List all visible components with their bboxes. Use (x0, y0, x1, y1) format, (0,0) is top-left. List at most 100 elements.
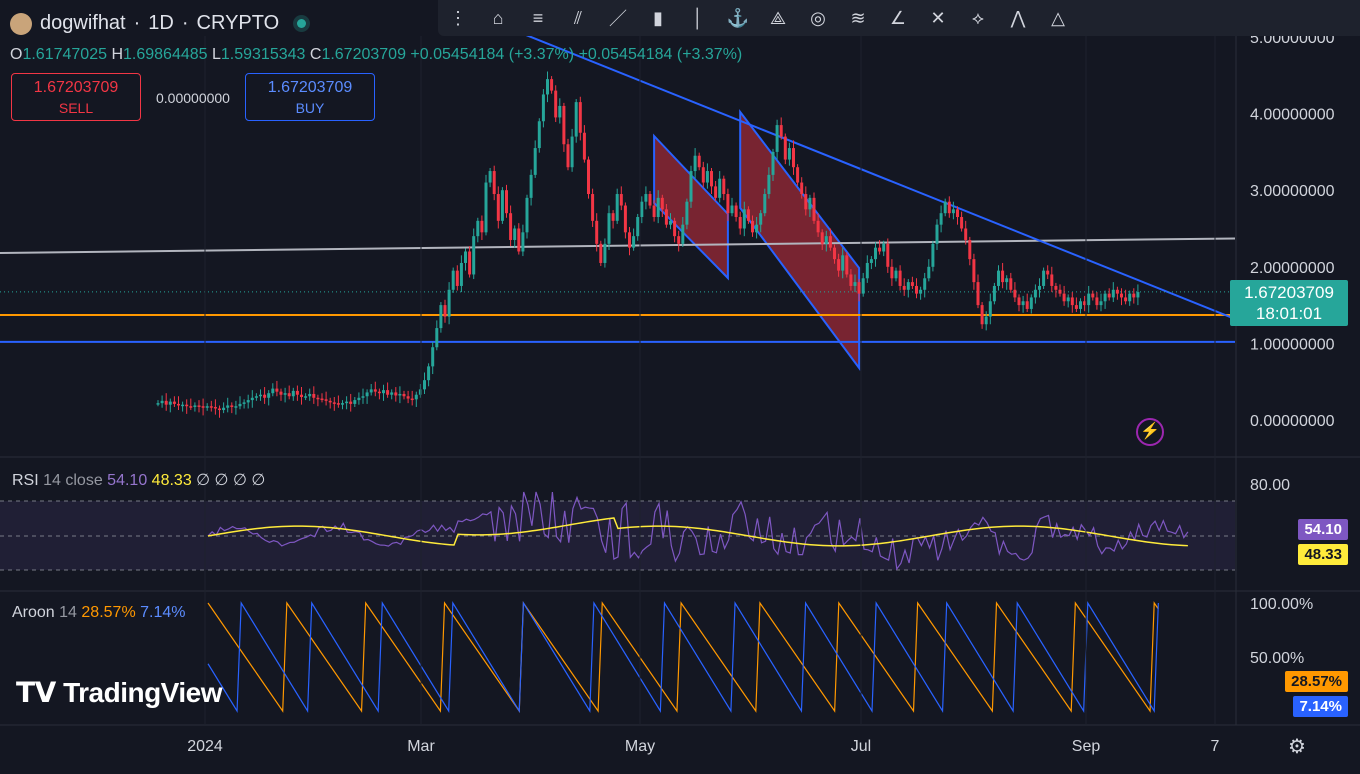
buy-button[interactable]: 1.67203709 BUY (245, 73, 375, 121)
candle (283, 393, 287, 395)
rsi-params: 14 close (43, 472, 103, 489)
x-tick-label: 2024 (187, 738, 223, 755)
candle (874, 247, 877, 260)
aroon-up-value: 28.57% (81, 604, 136, 621)
open-value: 1.61747025 (22, 46, 107, 63)
fib-fan-tool-icon[interactable]: ≋ (850, 7, 866, 28)
cross-line-tool-icon[interactable]: ✕ (930, 7, 946, 28)
candle (492, 171, 496, 195)
fib-circle-tool-icon[interactable]: ◎ (810, 7, 826, 28)
candle (382, 390, 385, 394)
pitchfork-tool-icon[interactable]: ⟁ (769, 7, 787, 28)
vertical-line-tool-icon[interactable]: │ (692, 7, 704, 28)
candle (1128, 293, 1132, 302)
candle (746, 209, 750, 221)
candle (894, 270, 898, 279)
candle (218, 408, 221, 411)
candle (582, 132, 586, 160)
current-price-label: 1.67203709 18:01:01 (1230, 280, 1348, 326)
candle (476, 220, 480, 237)
candle (992, 285, 996, 302)
trend-line-tool-icon[interactable]: ／ (609, 9, 627, 29)
candle (341, 403, 344, 405)
candle (1132, 293, 1136, 298)
candle (1042, 270, 1046, 286)
candle (312, 393, 316, 398)
candle (431, 347, 435, 367)
long-position-tool-icon[interactable]: ⌂ (492, 7, 504, 28)
candle (1025, 301, 1029, 309)
rsi-ma-value: 48.33 (151, 472, 192, 489)
parallel-channel-tool-icon[interactable]: ⫽ (573, 7, 583, 28)
candle (578, 102, 582, 133)
settings-gear-icon[interactable]: ⚙ (1288, 736, 1306, 758)
close-value: 1.67203709 (321, 46, 406, 63)
candle (1046, 270, 1050, 275)
candle (837, 259, 841, 271)
candle (816, 220, 820, 233)
candle (615, 194, 619, 221)
candle (459, 262, 463, 286)
trend-angle-tool-icon[interactable]: ∠ (889, 7, 907, 28)
candle (910, 282, 914, 286)
candle (308, 393, 312, 397)
candle (939, 213, 943, 225)
candle (726, 194, 730, 214)
candle (402, 393, 406, 397)
aroon-params: 14 (59, 604, 77, 621)
rsi-legend[interactable]: RSI 14 close 54.10 48.33 ∅ ∅ ∅ ∅ (12, 470, 265, 490)
sell-price: 1.67203709 (33, 79, 119, 96)
lightning-icon[interactable]: ⚡ (1136, 418, 1164, 446)
symbol-header[interactable]: dogwifhat · 1D · CRYPTO (10, 12, 307, 35)
candle (263, 394, 267, 398)
candle (1079, 301, 1082, 309)
xabcd-tool-icon[interactable]: ⟡ (972, 7, 984, 28)
candle (349, 401, 353, 404)
candle (1066, 297, 1070, 302)
candle (759, 213, 763, 225)
buy-price: 1.67203709 (267, 79, 353, 96)
horizontal-lines-tool-icon[interactable]: ≡ (532, 7, 544, 28)
aroon-down-line (207, 601, 1159, 713)
candle (812, 197, 816, 221)
candle (841, 255, 845, 271)
candle (275, 388, 279, 392)
channel-2 (739, 109, 861, 372)
crosshair-tool-icon[interactable]: ⋮ (449, 7, 467, 28)
candle (857, 282, 861, 294)
aroon-down-tag: 7.14% (1293, 696, 1348, 717)
high-value: 1.69864485 (123, 46, 208, 63)
candle (595, 220, 599, 244)
interval[interactable]: 1D (148, 12, 174, 34)
sell-button[interactable]: 1.67203709 SELL (11, 73, 141, 121)
candle (250, 397, 254, 401)
candle (455, 270, 459, 286)
candle (562, 105, 566, 145)
candle (972, 259, 976, 283)
candle (336, 403, 340, 405)
candle (722, 178, 726, 195)
symbol-name: dogwifhat (40, 12, 126, 34)
anchor-tool-icon[interactable]: ⚓ (726, 7, 750, 28)
candle (304, 396, 308, 398)
candle (505, 190, 508, 214)
candle (951, 209, 955, 214)
candles-tool-icon[interactable]: ▮ (653, 7, 663, 28)
candle (718, 178, 722, 198)
candle (1074, 305, 1078, 309)
candle (226, 405, 230, 408)
candle (193, 405, 197, 407)
price-tick-label: 1.00000000 (1250, 336, 1335, 353)
aroon-legend[interactable]: Aroon 14 28.57% 7.14% (12, 604, 186, 622)
candle (849, 274, 853, 286)
candle (533, 148, 537, 175)
candle (1095, 297, 1099, 306)
triangle-tool-icon[interactable]: △ (1051, 7, 1065, 28)
head-shoulders-tool-icon[interactable]: ⋀ (1010, 7, 1026, 28)
candle (599, 243, 603, 263)
rsi-extra: ∅ ∅ ∅ ∅ (196, 472, 266, 489)
candle (902, 285, 906, 290)
spread-value: 0.00000000 (156, 90, 230, 106)
candle (496, 194, 500, 221)
